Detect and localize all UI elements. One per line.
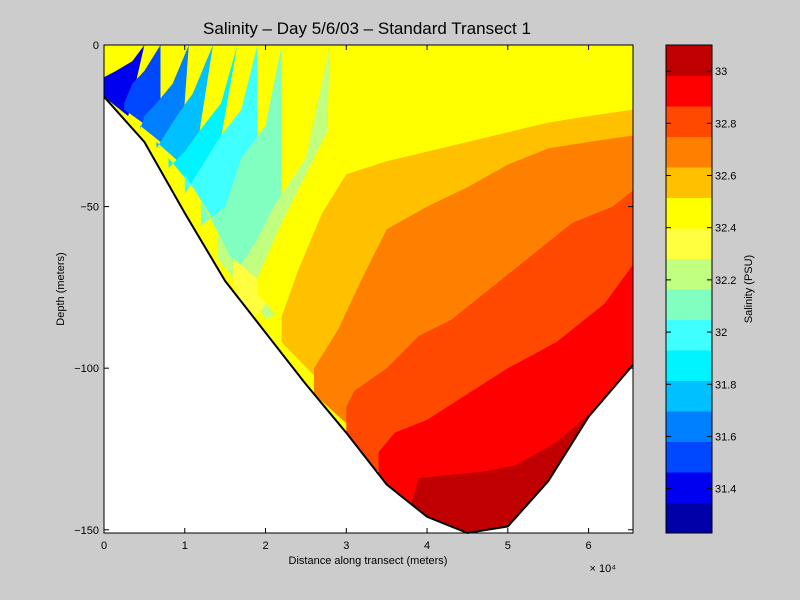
colorbar-swatch: [666, 350, 712, 381]
colorbar-tick-label: 32.8: [715, 118, 736, 130]
bathymetry: [103, 96, 634, 535]
y-tick-label: −150: [74, 525, 99, 537]
colorbar-swatch: [666, 380, 712, 412]
colorbar-swatch: [666, 106, 712, 137]
x-axis-label: Distance along transect (meters): [289, 555, 448, 567]
colorbar-tick-label: 31.8: [715, 379, 736, 391]
colorbar-swatch: [666, 197, 712, 229]
colorbar-swatch: [666, 136, 712, 168]
colorbar-swatch: [666, 75, 712, 107]
colorbar-swatch: [666, 472, 712, 503]
colorbar-swatch: [666, 411, 712, 442]
colorbar-swatch: [666, 258, 712, 290]
contour-region-level-5: [168, 45, 238, 207]
chart-title: Salinity – Day 5/6/03 – Standard Transec…: [203, 19, 531, 38]
contour-region-level-4: [156, 45, 213, 175]
colorbar-frame: [665, 44, 713, 534]
y-tick-label: −100: [74, 363, 99, 375]
x-axis: 0 1 2 3 4 5 6: [101, 45, 592, 552]
colorbar-swatch: [666, 319, 712, 351]
colorbar-swatch: [666, 289, 712, 320]
colorbar-swatch: [666, 228, 712, 259]
colorbar-swatch: [666, 441, 712, 473]
colorbar-tick-label: 32.4: [715, 223, 736, 235]
x-tick-label: 1: [182, 540, 188, 552]
colorbar-tick-label: 31.4: [715, 484, 736, 496]
colorbar-label: Salinity (PSU): [743, 255, 755, 323]
y-tick-label: 0: [93, 40, 99, 52]
colorbar: 31.4 31.6 31.8 32 32.2 32.4 32.6 32.8 33: [666, 45, 736, 534]
x-tick-label: 4: [424, 540, 430, 552]
x-tick-label: 3: [343, 540, 349, 552]
colorbar-tick-label: 32: [715, 327, 727, 339]
x-tick-label: 0: [101, 540, 107, 552]
colorbar-swatch: [666, 502, 712, 534]
contour-region-level-15: [410, 364, 633, 533]
contour-region-level-14: [378, 264, 633, 533]
colorbar-swatch: [666, 45, 712, 76]
colorbar-tick-label: 32.6: [715, 170, 736, 182]
x-tick-label: 6: [586, 540, 592, 552]
plot-frame: [103, 44, 634, 534]
colorbar-tick-label: 32.2: [715, 275, 736, 287]
y-tick-label: −50: [80, 202, 99, 214]
contour-region-level-7: [200, 45, 282, 278]
seafloor-mask: [104, 96, 633, 533]
contour-fills: [104, 45, 633, 533]
x-tick-label: 5: [505, 540, 511, 552]
colorbar-tick-label: 33: [715, 66, 727, 78]
y-axis-label: Depth (meters): [55, 252, 67, 325]
y-axis: 0 −50 −100 −150: [74, 40, 633, 537]
seafloor-line: [103, 96, 634, 535]
colorbar-swatch: [666, 167, 712, 198]
colorbar-tick-label: 31.6: [715, 431, 736, 443]
x-axis-scale-label: × 10⁴: [590, 563, 617, 575]
x-tick-label: 2: [262, 540, 268, 552]
contour-region-level-1: [104, 45, 145, 117]
